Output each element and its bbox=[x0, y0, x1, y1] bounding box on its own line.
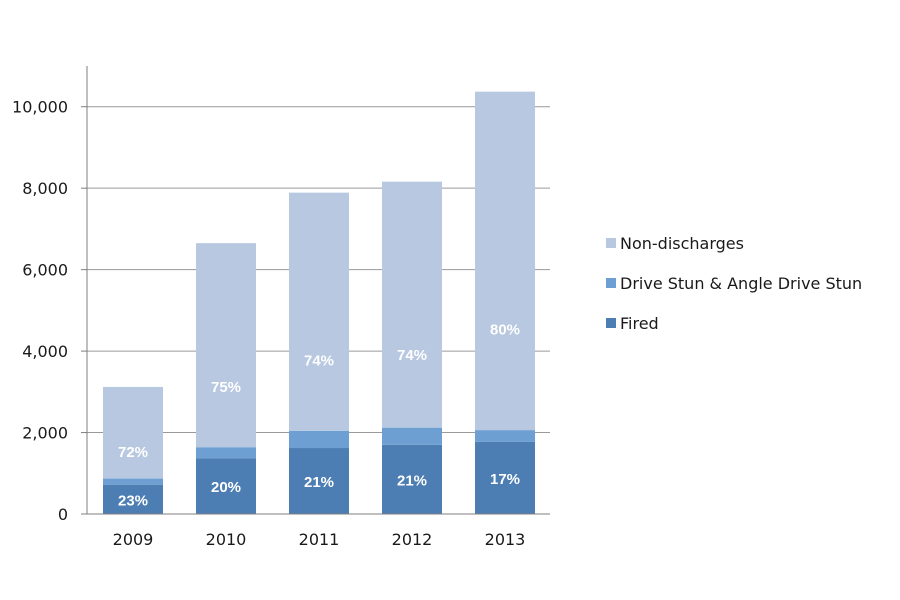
bar-segment-fired-2010 bbox=[196, 458, 256, 514]
y-tick-label: 8,000 bbox=[22, 179, 68, 198]
bar-segment-fired-2012 bbox=[382, 444, 442, 514]
y-tick-label: 6,000 bbox=[22, 261, 68, 280]
bar-segment-drive-stun-angle-drive-stun-2009 bbox=[103, 478, 163, 485]
legend: Non-discharges Drive Stun & Angle Drive S… bbox=[606, 234, 862, 333]
data-label: 21% bbox=[397, 472, 427, 489]
data-label: 72% bbox=[118, 444, 148, 461]
axes: 0 2,000 4,000 6,000 8,000 10,000 2009 2010 2011 2… bbox=[12, 66, 550, 549]
legend-swatch bbox=[606, 278, 616, 288]
data-label: 74% bbox=[304, 352, 334, 369]
x-tick-label: 2010 bbox=[206, 530, 247, 549]
bar-segment-drive-stun-angle-drive-stun-2010 bbox=[196, 447, 256, 459]
bar-segment-non-discharges-2009 bbox=[103, 386, 163, 479]
x-tick-label: 2013 bbox=[485, 530, 526, 549]
data-label: 20% bbox=[211, 479, 241, 496]
legend-swatch bbox=[606, 318, 616, 328]
data-label: 80% bbox=[490, 322, 520, 339]
data-labels: 23% 72% 20% 75% 21% 74% 21% 74% 17% 80% bbox=[118, 322, 520, 510]
y-tick-label: 10,000 bbox=[12, 98, 68, 117]
legend-label: Drive Stun & Angle Drive Stun bbox=[620, 274, 862, 293]
y-tick-label: 2,000 bbox=[22, 424, 68, 443]
bar-segment-non-discharges-2010 bbox=[196, 243, 256, 448]
x-tick-label: 2011 bbox=[299, 530, 340, 549]
bar-segment-non-discharges-2011 bbox=[289, 192, 349, 431]
bar-segment-drive-stun-angle-drive-stun-2013 bbox=[475, 430, 535, 442]
data-label: 21% bbox=[304, 474, 334, 491]
data-label: 74% bbox=[397, 347, 427, 364]
bar-segment-non-discharges-2013 bbox=[475, 91, 535, 431]
data-label: 75% bbox=[211, 379, 241, 396]
bar-segment-fired-2011 bbox=[289, 448, 349, 514]
bar-segment-fired-2009 bbox=[103, 484, 163, 514]
legend-swatch bbox=[606, 238, 616, 248]
legend-label: Fired bbox=[620, 314, 659, 333]
bar-segment-drive-stun-angle-drive-stun-2011 bbox=[289, 430, 349, 449]
legend-label: Non-discharges bbox=[620, 234, 744, 253]
x-tick-label: 2009 bbox=[113, 530, 154, 549]
bars bbox=[103, 91, 535, 514]
data-label: 23% bbox=[118, 492, 148, 509]
x-tick-label: 2012 bbox=[392, 530, 433, 549]
bar-segment-fired-2013 bbox=[475, 441, 535, 514]
y-tick-label: 0 bbox=[58, 505, 68, 524]
bar-segment-non-discharges-2012 bbox=[382, 181, 442, 428]
y-tick-label: 4,000 bbox=[22, 342, 68, 361]
data-label: 17% bbox=[490, 471, 520, 488]
bar-segment-drive-stun-angle-drive-stun-2012 bbox=[382, 427, 442, 445]
